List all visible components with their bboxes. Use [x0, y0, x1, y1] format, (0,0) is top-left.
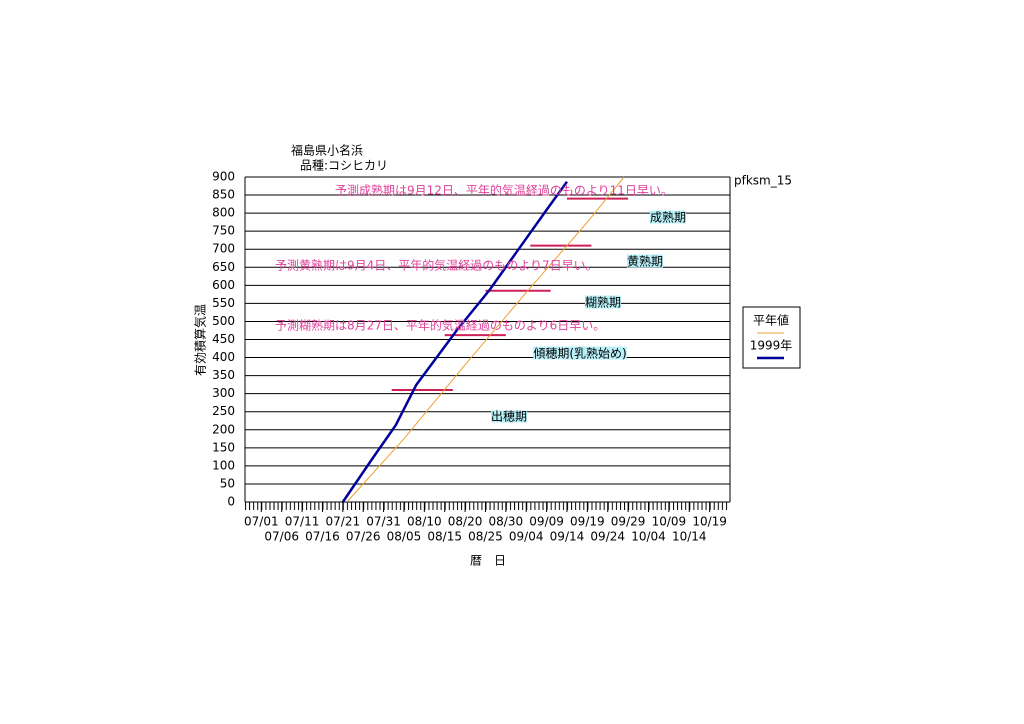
data-line	[341, 180, 568, 503]
x-tick-label: 08/05	[387, 530, 422, 544]
stage-label-bg	[490, 410, 528, 423]
x-tick-label: 07/16	[305, 530, 340, 544]
stage-label-bg	[626, 254, 664, 268]
x-tick-label: 07/31	[366, 515, 401, 529]
stage-label: 黄熟期	[627, 254, 663, 269]
y-tick-label: 550	[212, 296, 235, 310]
legend-label: 平年値	[753, 313, 789, 328]
chart-subtitle: 品種:コシヒカリ	[300, 159, 388, 173]
x-tick-label: 10/19	[692, 515, 727, 529]
x-tick-label: 10/14	[672, 530, 707, 544]
y-tick-label: 500	[212, 314, 235, 328]
y-tick-label: 350	[212, 368, 235, 382]
stage-label: 成熟期	[650, 210, 686, 225]
x-tick-label: 07/21	[326, 515, 361, 529]
chart-title: 福島県小名浜	[291, 143, 363, 158]
x-tick-label: 08/25	[468, 530, 503, 544]
y-tick-label: 900	[212, 170, 235, 184]
y-tick-label: 0	[227, 495, 235, 509]
x-tick-label: 09/09	[529, 515, 564, 529]
x-tick-label: 09/19	[570, 515, 605, 529]
stage-label-bg	[649, 210, 687, 224]
legend-label: 1999年	[750, 339, 793, 353]
stage-label: 出穂期	[491, 410, 527, 424]
annotation: 予測糊熟期は8月27日、平年的気温経過のものより6日早い。	[275, 318, 605, 333]
stage-label-bg	[584, 295, 622, 309]
x-tick-label: 09/29	[611, 515, 646, 529]
y-tick-label: 600	[212, 278, 235, 292]
x-tick-label: 07/06	[264, 530, 299, 544]
y-tick-label: 800	[212, 206, 235, 220]
x-axis-label: 暦 日	[470, 554, 506, 568]
y-tick-label: 650	[212, 260, 235, 274]
stage-label: 傾穂期(乳熟始め)	[533, 346, 626, 361]
y-tick-label: 450	[212, 332, 235, 346]
y-tick-label: 100	[212, 458, 235, 472]
x-tick-label: 07/11	[285, 515, 320, 529]
data-line	[346, 176, 625, 503]
minor-ticks	[245, 502, 730, 510]
x-tick-label: 10/04	[631, 530, 666, 544]
x-tick-label: 09/14	[550, 530, 585, 544]
x-tick-label: 10/09	[652, 515, 687, 529]
y-tick-label: 750	[212, 224, 235, 238]
x-tick-label: 08/30	[489, 515, 524, 529]
y-tick-label: 700	[212, 242, 235, 256]
annotation: 予測黄熟期は9月4日、平年的気温経過のものより7日早い。	[275, 258, 598, 273]
stage-label-bg	[533, 346, 627, 360]
y-tick-label: 150	[212, 440, 235, 454]
y-axis-label: 有効積算気温	[193, 304, 208, 376]
x-tick-label: 09/04	[509, 530, 544, 544]
y-tick-label: 400	[212, 350, 235, 364]
x-tick-label: 07/26	[346, 530, 381, 544]
x-tick-label: 08/10	[407, 515, 442, 529]
x-tick-label: 08/20	[448, 515, 483, 529]
y-tick-label: 300	[212, 386, 235, 400]
stage-label: 糊熟期	[585, 295, 621, 310]
x-tick-label: 07/01	[244, 515, 279, 529]
x-tick-label: 09/24	[590, 530, 625, 544]
y-tick-label: 200	[212, 422, 235, 436]
x-tick-label: 08/15	[427, 530, 462, 544]
annotation: 予測成熟期は9月12日、平年的気温経過のものより11日早い。	[335, 183, 673, 198]
y-tick-label: 250	[212, 404, 235, 418]
chart-code: pfksm_15	[734, 174, 792, 188]
y-tick-label: 50	[220, 476, 235, 490]
y-tick-label: 850	[212, 188, 235, 202]
